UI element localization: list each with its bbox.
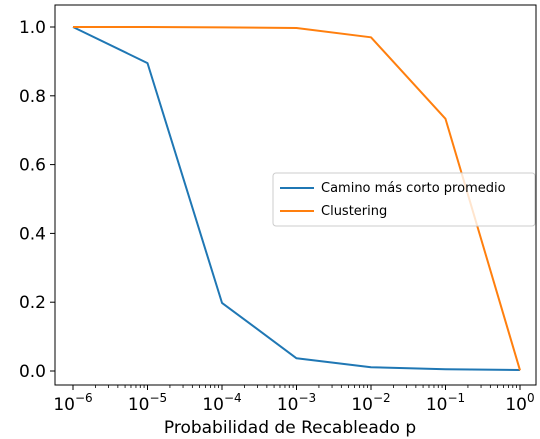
y-axis: 0.0 0.2 0.4 0.6 0.8 1.0 (19, 18, 55, 382)
x-tick-label-base: 10 (277, 395, 299, 415)
y-tick-label: 0.8 (19, 87, 46, 107)
plot-frame (54, 4, 537, 386)
x-tick-label: 10−2 (351, 391, 390, 415)
legend: Camino más corto promedio Clustering (272, 172, 536, 227)
x-axis: 10−6 10−5 10−4 10−3 10−2 10−1 100 (53, 385, 535, 415)
x-tick-label-base: 10 (202, 395, 224, 415)
x-tick-label-exponent: −6 (75, 391, 93, 405)
x-axis-label: Probabilidad de Recableado p (164, 418, 416, 438)
x-tick-label-base: 10 (351, 395, 373, 415)
series-line-0 (72, 26, 521, 371)
x-tick-label-exponent: −5 (149, 391, 167, 405)
x-tick-label-exponent: −4 (224, 391, 242, 405)
legend-box (272, 172, 536, 227)
x-tick-label-base: 10 (53, 395, 75, 415)
x-tick-label: 10−6 (53, 391, 92, 415)
x-tick-label: 10−4 (202, 391, 241, 415)
x-tick-label-exponent: −2 (373, 391, 391, 405)
x-tick-label: 10−3 (277, 391, 316, 415)
x-tick-label-base: 10 (128, 395, 150, 415)
series-line-1 (73, 26, 521, 371)
x-tick-label: 10−5 (128, 391, 167, 415)
x-tick-label-base: 10 (505, 395, 527, 415)
y-tick-label: 0.6 (19, 156, 46, 176)
y-tick-label: 1.0 (19, 18, 46, 38)
y-tick-label: 0.4 (19, 224, 46, 244)
y-tick-label: 0.2 (19, 293, 46, 313)
x-tick-label: 100 (505, 391, 534, 415)
x-tick-label-exponent: −1 (447, 391, 465, 405)
legend-label-clustering: Clustering (321, 204, 387, 219)
x-tick-label-exponent: −3 (298, 391, 316, 405)
x-tick-label-exponent: 0 (527, 391, 535, 405)
x-tick-label: 10−1 (426, 391, 465, 415)
x-tick-label-base: 10 (426, 395, 448, 415)
series-layer (72, 26, 521, 371)
y-tick-label: 0.0 (19, 362, 46, 382)
legend-label-camino: Camino más corto promedio (321, 181, 506, 196)
